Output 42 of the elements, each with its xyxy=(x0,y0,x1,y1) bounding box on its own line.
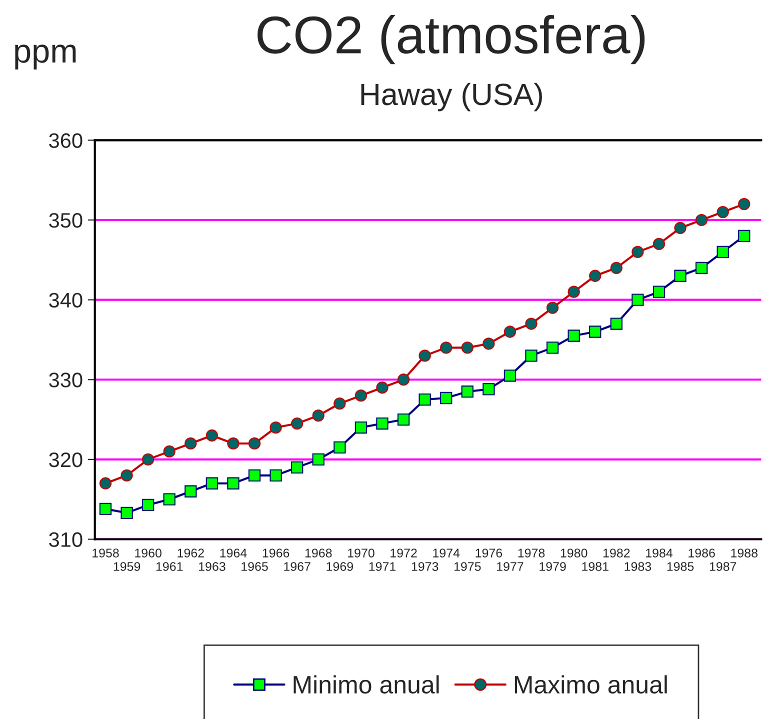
x-tick-label: 1978 xyxy=(518,548,545,558)
x-tick-label: 1977 xyxy=(497,562,524,571)
x-tick-label: 1966 xyxy=(262,548,290,558)
x-tick-label: 1984 xyxy=(646,548,673,558)
y-tick-label: 350 xyxy=(49,213,82,228)
legend-label: Maximo anual xyxy=(514,675,667,694)
y-tick-label: 330 xyxy=(49,372,82,388)
x-tick-label: 1985 xyxy=(667,562,694,571)
x-tick-label: 1986 xyxy=(688,548,715,558)
y-tick-label: 360 xyxy=(49,133,82,148)
x-tick-label: 1972 xyxy=(390,548,417,558)
x-tick-label: 1981 xyxy=(582,562,608,571)
x-tick-label: 1988 xyxy=(731,548,758,558)
x-tick-label: 1965 xyxy=(242,562,268,571)
x-tick-label: 1982 xyxy=(603,548,630,558)
x-tick-label: 1973 xyxy=(412,562,438,571)
x-tick-label: 1968 xyxy=(305,548,332,558)
legend-label: Minimo anual xyxy=(294,675,439,694)
x-tick-label: 1974 xyxy=(433,548,460,558)
y-tick-label: 310 xyxy=(49,532,82,548)
x-tick-label: 1967 xyxy=(284,562,310,571)
x-tick-label: 1976 xyxy=(476,548,502,558)
x-tick-label: 1987 xyxy=(710,562,736,571)
chart-title: CO2 (atmosfera) xyxy=(258,14,645,64)
x-tick-label: 1979 xyxy=(540,562,566,571)
x-tick-label: 1970 xyxy=(348,548,374,558)
y-tick-label: 340 xyxy=(49,292,82,308)
x-tick-label: 1983 xyxy=(624,562,652,571)
x-tick-label: 1963 xyxy=(198,562,226,571)
x-tick-label: 1971 xyxy=(369,562,396,571)
x-tick-label: 1969 xyxy=(326,562,353,571)
x-tick-label: 1961 xyxy=(156,562,183,571)
x-tick-label: 1962 xyxy=(178,548,204,558)
x-tick-label: 1964 xyxy=(220,548,247,558)
x-tick-label: 1959 xyxy=(114,562,140,571)
x-tick-label: 1975 xyxy=(454,562,481,571)
x-tick-label: 1980 xyxy=(560,548,588,558)
x-tick-label: 1960 xyxy=(135,548,162,558)
y-axis-title: ppm xyxy=(15,44,76,70)
x-tick-label: 1958 xyxy=(92,548,119,558)
chart-subtitle: Haway (USA) xyxy=(361,82,542,112)
y-tick-label: 320 xyxy=(49,452,82,468)
